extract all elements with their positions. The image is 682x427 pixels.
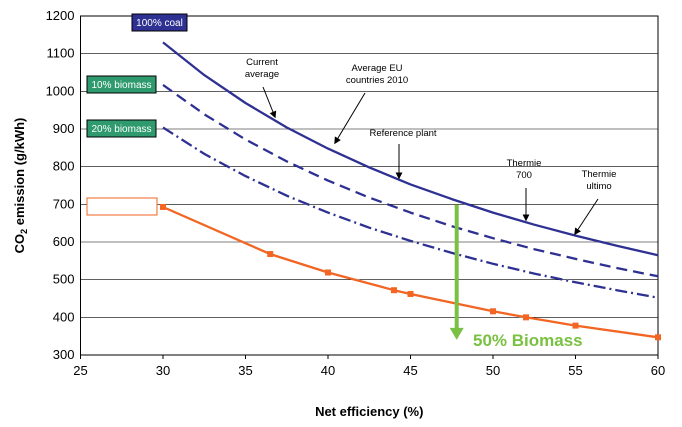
tick-labels: 300 400 500 600 700 800 900 1000 1100 1200 25 30 35 4… xyxy=(46,8,666,378)
series-box-0 xyxy=(131,13,188,32)
y-tick-label: 700 xyxy=(53,196,75,211)
annotation-label: Thermie ultimo xyxy=(582,169,617,192)
series-line-2 xyxy=(162,126,659,299)
highlight-label: 50% Biomass xyxy=(473,331,583,350)
series-point xyxy=(407,290,414,297)
y-tick-label: 400 xyxy=(53,309,75,324)
series-line-3 xyxy=(162,205,659,339)
x-tick-label: 55 xyxy=(568,363,582,378)
y-tick-label: 300 xyxy=(53,347,75,362)
series-point xyxy=(267,251,274,258)
series-point xyxy=(160,203,166,210)
series-point xyxy=(490,308,496,315)
x-tick-label: 25 xyxy=(73,363,87,378)
annotation-line: Current xyxy=(246,57,278,68)
annotation-line: Thermie xyxy=(507,158,542,169)
annotation-line: countries 2010 xyxy=(346,75,408,86)
x-tick-label: 45 xyxy=(403,363,417,378)
annotation-arrow xyxy=(334,92,366,145)
y-tick-label: 800 xyxy=(53,159,75,174)
x-tick-label: 50 xyxy=(486,363,500,378)
series-box-2 xyxy=(86,119,157,138)
series-point xyxy=(391,287,397,294)
x-tick-label: 30 xyxy=(156,363,170,378)
series-box-label: 20% biomass xyxy=(91,124,151,135)
annotation-line: Reference plant xyxy=(369,128,436,139)
annotation-label: Thermie 700 xyxy=(507,158,542,181)
series xyxy=(160,41,661,341)
series-line-1 xyxy=(162,83,659,278)
y-axis-title-co: CO xyxy=(12,234,27,254)
annotation-label: Average EU countries 2010 xyxy=(346,63,408,86)
series-point xyxy=(655,334,661,341)
annotation-arrow xyxy=(262,86,277,119)
annotation-arrow xyxy=(574,198,599,236)
annotation-label: Reference plant xyxy=(369,128,436,139)
highlight-arrow-head xyxy=(449,327,464,340)
series-point xyxy=(523,314,529,321)
series-box-label: 100% nat.gas xyxy=(91,202,152,213)
y-axis-title-rest: emission (g/kWh) xyxy=(12,118,27,229)
y-axis-title-subscript: 2 xyxy=(19,229,29,234)
y-tick-label: 600 xyxy=(53,234,75,249)
series-box-label: 100% coal xyxy=(136,18,183,29)
series-point xyxy=(325,269,331,276)
series-box-3 xyxy=(86,197,158,216)
biomass-highlight: 50% Biomass xyxy=(449,204,583,350)
y-tick-label: 900 xyxy=(53,121,75,136)
x-axis-title: Net efficiency (%) xyxy=(315,404,423,419)
annotation-line: ultimo xyxy=(586,181,611,192)
y-tick-label: 1100 xyxy=(47,46,75,61)
annotation-line: Thermie xyxy=(582,169,617,180)
annotation-label: Current average xyxy=(245,57,279,80)
series-line-0 xyxy=(162,41,659,257)
annotation-line: Average EU xyxy=(351,63,402,74)
y-tick-label: 1200 xyxy=(46,8,75,23)
series-box-label: 10% biomass xyxy=(91,80,151,91)
series-label-boxes: 100% coal 10% biomass 20% biomass 100% nat.… xyxy=(86,13,188,216)
y-tick-label: 1000 xyxy=(46,83,75,98)
x-tick-label: 35 xyxy=(238,363,252,378)
y-tick-label: 500 xyxy=(53,272,75,287)
plot-frame xyxy=(80,15,659,356)
y-axis-title: CO2 emission (g/kWh) xyxy=(12,118,29,254)
annotation-line: average xyxy=(245,69,279,80)
annotation-line: 700 xyxy=(516,170,532,181)
series-point xyxy=(572,322,579,329)
annotations: Current average Average EU countries 2010 Re… xyxy=(245,57,617,236)
x-tick-label: 40 xyxy=(321,363,335,378)
x-tick-label: 60 xyxy=(651,363,665,378)
series-box-1 xyxy=(86,75,157,94)
